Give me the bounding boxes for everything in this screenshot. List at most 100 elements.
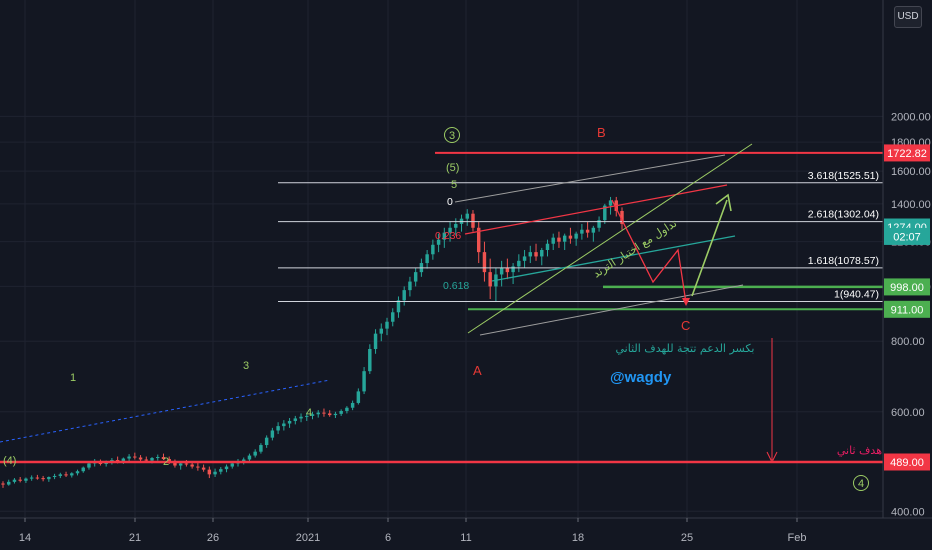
- price-tag: [884, 227, 930, 245]
- candle-body: [104, 462, 108, 465]
- candle-body: [465, 213, 469, 219]
- candle-body: [608, 200, 613, 206]
- candle-body: [391, 312, 395, 322]
- candle-body: [368, 348, 372, 372]
- price-tick-label: 2000.00: [891, 111, 931, 123]
- candle-body: [413, 272, 418, 282]
- candle-body: [115, 460, 120, 462]
- candle-body: [81, 467, 85, 472]
- middle-channel-line: [464, 184, 728, 235]
- candle-body: [52, 475, 57, 478]
- red-projection: [611, 199, 687, 304]
- price-tag: [884, 278, 930, 296]
- annotation-second-target: هدف ثاني: [837, 444, 882, 457]
- candle-body: [350, 402, 355, 408]
- green-projection: [691, 199, 728, 297]
- candle-body: [522, 256, 527, 261]
- candle-body: [568, 235, 573, 239]
- candle-body: [87, 463, 91, 468]
- wave-labels: (4) 1 2 3 4 5 (5) 3 4 A B C: [3, 125, 869, 491]
- candle-body: [264, 437, 269, 446]
- candle-body: [178, 463, 183, 466]
- time-tick-label: Feb: [788, 532, 807, 544]
- candle-body: [517, 260, 521, 267]
- candle-body: [574, 233, 578, 239]
- candle-body: [161, 457, 166, 460]
- candle-body: [310, 414, 315, 416]
- trend-line: [467, 143, 753, 334]
- candle-body: [293, 418, 298, 421]
- lower-gray-line: [479, 284, 744, 336]
- candle-body: [196, 466, 200, 468]
- price-tag-label: 489.00: [890, 457, 924, 469]
- candle-body: [173, 462, 177, 466]
- candle-body: [35, 477, 40, 479]
- candle-body: [585, 229, 590, 233]
- author-watermark: @wagdy: [610, 369, 672, 386]
- time-tick-label: 21: [129, 532, 141, 544]
- time-tick-label: 18: [572, 532, 584, 544]
- candle-body: [436, 239, 441, 245]
- wave-circle-4-label: 4: [858, 478, 864, 490]
- candle-body: [259, 445, 263, 452]
- candle-body: [253, 451, 257, 456]
- candle-body: [499, 267, 504, 275]
- candle-body: [482, 252, 487, 273]
- candle-body: [488, 272, 492, 287]
- candle-body: [505, 267, 510, 273]
- candle-body: [58, 474, 63, 476]
- candle-body: [373, 333, 378, 349]
- candle-body: [345, 407, 349, 411]
- wave-label-1: 1: [70, 372, 76, 384]
- grid-lines: [0, 0, 883, 518]
- level-lines: 3.618(1525.51) 2.618(1302.04) 1.618(1078.5…: [0, 151, 883, 464]
- candle-body: [213, 471, 217, 475]
- candle-body: [534, 252, 538, 257]
- candle-body: [270, 430, 275, 438]
- candle-body: [362, 371, 366, 392]
- candle-body: [528, 252, 533, 257]
- candle-body: [282, 423, 286, 427]
- candle-body: [150, 458, 154, 461]
- wave-label-4-paren: (4): [3, 455, 16, 467]
- price-tick-label: 600.00: [891, 407, 925, 419]
- price-tag: [884, 453, 930, 471]
- price-tag-label: 02:07: [893, 231, 921, 243]
- candle-body: [402, 290, 406, 301]
- wave-label-B: B: [597, 125, 606, 140]
- retracement-0236: 0.236: [435, 230, 461, 242]
- candle-body: [442, 232, 447, 240]
- candle-body: [620, 210, 624, 224]
- fib-level-label: 1.618(1078.57): [808, 255, 879, 267]
- candle-body: [597, 220, 601, 228]
- currency-button[interactable]: USD: [894, 6, 922, 28]
- candle-body: [476, 227, 481, 253]
- candle-body: [557, 237, 561, 242]
- candle-body: [545, 243, 550, 251]
- candle-body: [511, 266, 515, 273]
- price-tag: [884, 144, 930, 162]
- wave-label-3: 3: [243, 360, 249, 372]
- time-tick-label: 6: [385, 532, 391, 544]
- time-tick-label: 11: [460, 532, 471, 544]
- wave-circle-3: [444, 127, 460, 143]
- wave-label-4: 4: [306, 407, 312, 419]
- wave-label-A: A: [473, 363, 482, 378]
- candle-body: [591, 227, 596, 233]
- candle-body: [396, 300, 401, 313]
- candle-body: [230, 463, 234, 467]
- fib-level-label: 1(940.47): [834, 288, 879, 300]
- price-tag-label: 911.00: [891, 304, 924, 316]
- candle-body: [305, 415, 309, 417]
- fib-level-label: 3.618(1525.51): [808, 170, 879, 182]
- price-tag: [884, 300, 930, 318]
- wave-label-C: C: [681, 318, 690, 333]
- candle-body: [425, 254, 429, 264]
- candle-body: [224, 466, 229, 470]
- time-axis[interactable]: 14 21 26 2021 6 11 18 25 Feb: [19, 518, 807, 544]
- wave-label-2: 2: [163, 456, 169, 468]
- candle-body: [18, 479, 22, 481]
- time-tick-label: 2021: [296, 532, 320, 544]
